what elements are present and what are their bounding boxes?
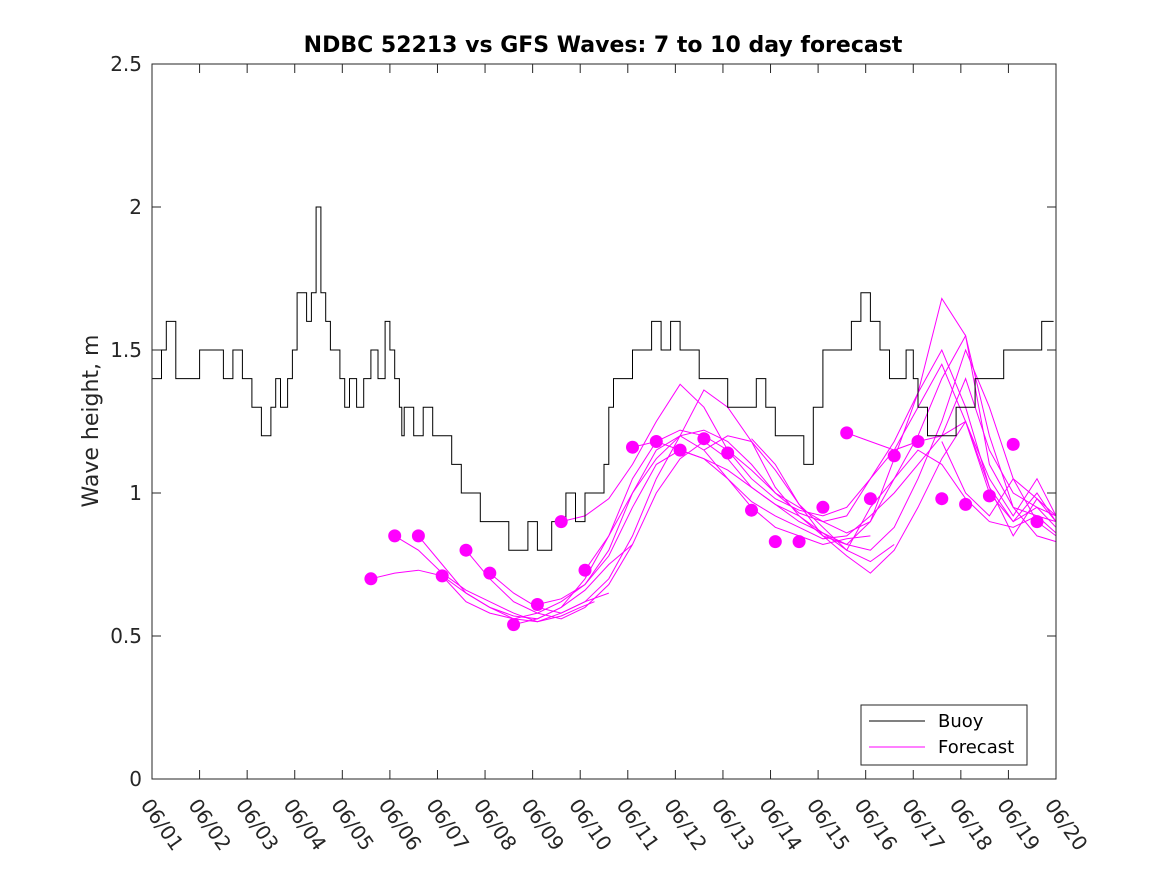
- forecast-line-13: [846, 363, 1057, 523]
- forecast-line-7: [537, 348, 1057, 605]
- buoy-line: [152, 206, 1054, 551]
- chart-title: NDBC 52213 vs GFS Waves: 7 to 10 day for…: [304, 33, 903, 58]
- axes-frame: [151, 63, 1057, 780]
- forecast-marker: [697, 432, 711, 446]
- forecast-marker: [649, 435, 663, 448]
- forecast-marker: [911, 435, 925, 448]
- forecast-marker: [935, 492, 949, 506]
- forecast-marker: [887, 449, 901, 463]
- legend-buoy-label: Buoy: [938, 711, 984, 732]
- forecast-marker: [530, 598, 544, 611]
- forecast-marker: [982, 489, 996, 503]
- forecast-line-11: [703, 435, 1057, 552]
- legend-box: [860, 704, 1028, 766]
- forecast-marker: [816, 500, 830, 514]
- forecast-marker: [459, 543, 473, 557]
- y-tick-label: 0.5: [110, 624, 142, 648]
- forecast-marker: [554, 515, 568, 529]
- forecast-marker: [578, 563, 592, 577]
- forecast-marker: [388, 529, 402, 543]
- legend-forecast-label: Forecast: [938, 737, 1014, 758]
- forecast-marker: [863, 492, 877, 506]
- y-tick-label: 0: [129, 767, 142, 791]
- forecast-marker: [626, 440, 639, 454]
- forecast-marker: [745, 503, 758, 517]
- forecast-marker: [507, 618, 521, 632]
- forecast-marker: [673, 443, 687, 457]
- forecast-marker: [364, 572, 378, 586]
- forecast-marker: [792, 535, 806, 549]
- forecast-line-8: [561, 297, 1057, 523]
- forecast-marker: [959, 497, 973, 511]
- forecast-marker: [1006, 437, 1020, 451]
- y-axis-label: Wave height, m: [79, 335, 104, 508]
- forecast-line-12: [751, 348, 1057, 546]
- forecast-marker: [1030, 515, 1044, 529]
- y-tick-label: 2: [129, 195, 142, 219]
- forecast-marker: [435, 569, 449, 583]
- plot-area: [152, 206, 1057, 632]
- y-tick-label: 1.5: [110, 338, 142, 362]
- forecast-marker: [721, 446, 735, 460]
- y-tick-label: 1: [129, 481, 142, 505]
- forecast-marker: [483, 566, 497, 580]
- y-tick-label: 2.5: [110, 52, 142, 76]
- forecast-marker: [411, 529, 425, 543]
- legend: Buoy Forecast: [860, 704, 1028, 766]
- forecast-marker: [768, 535, 782, 549]
- forecast-line-9: [584, 377, 1057, 571]
- forecast-line-6: [513, 334, 1057, 626]
- forecast-line-14: [941, 441, 1057, 522]
- forecast-marker: [840, 426, 854, 440]
- forecast-line-10: [632, 420, 1057, 540]
- forecast-line-2: [418, 535, 633, 620]
